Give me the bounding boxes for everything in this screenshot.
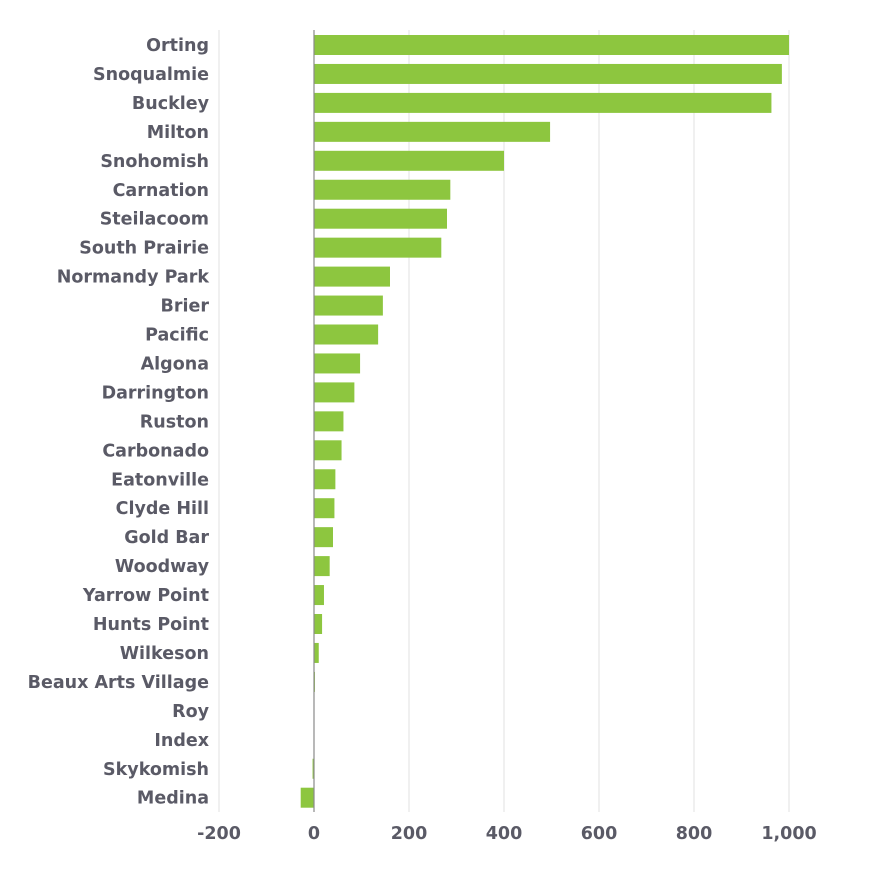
category-labels: Orting Snoqualmie Buckley Milton Snohomish Ca… [28,36,210,809]
category-label: Medina [137,789,209,809]
bar [314,63,782,84]
category-label: Snoqualmie [93,65,209,85]
category-label: Orting [146,36,209,56]
category-label: Hunts Point [93,615,209,635]
bar [312,758,314,779]
x-tick-label: -200 [197,824,241,844]
bars [300,35,789,808]
x-tick-labels: -200 0 200 400 600 800 1,000 [197,824,817,844]
category-label: Clyde Hill [116,499,209,519]
category-label: Skykomish [103,760,209,780]
bar [314,324,379,345]
bar [314,266,390,287]
category-label: Beaux Arts Village [28,673,209,693]
category-label: Gold Bar [124,528,209,548]
bar [314,585,324,606]
x-tick-label: 800 [676,824,713,844]
category-label: Index [154,731,209,751]
bar [314,353,361,374]
category-label: Steilacoom [100,210,209,230]
bar [314,208,447,229]
category-label: Buckley [132,94,210,114]
bar [314,642,319,663]
bar [314,150,504,171]
x-tick-label: 600 [581,824,618,844]
category-label: Eatonville [111,470,209,490]
bar [314,411,344,432]
category-label: Darrington [102,383,209,403]
bar [314,92,772,113]
gridlines [218,30,790,812]
category-label: South Prairie [79,239,209,259]
x-tick-label: 0 [308,824,320,844]
category-label: Normandy Park [57,268,210,288]
category-label: Snohomish [100,152,209,172]
bar [314,498,335,519]
category-label: Wilkeson [120,644,209,664]
bar [314,35,789,55]
bar [314,469,336,490]
bar [314,527,333,548]
bar [300,787,314,808]
category-label: Woodway [115,557,210,577]
category-label: Roy [172,702,209,722]
x-tick-label: 400 [486,824,523,844]
bar [314,614,323,634]
category-label: Carbonado [102,441,209,461]
bar [314,440,342,461]
category-label: Carnation [113,181,209,201]
category-label: Brier [161,297,210,317]
bar [314,121,551,142]
category-label: Yarrow Point [82,586,209,606]
category-label: Ruston [140,412,209,432]
bar [314,179,451,200]
x-tick-label: 200 [391,824,428,844]
category-label: Pacific [145,326,209,346]
x-tick-label: 1,000 [761,824,816,844]
bar [314,556,330,577]
category-label: Algona [141,354,209,374]
category-label: Milton [147,123,209,143]
bar [314,295,383,316]
bar [314,382,355,403]
bar [314,237,442,258]
